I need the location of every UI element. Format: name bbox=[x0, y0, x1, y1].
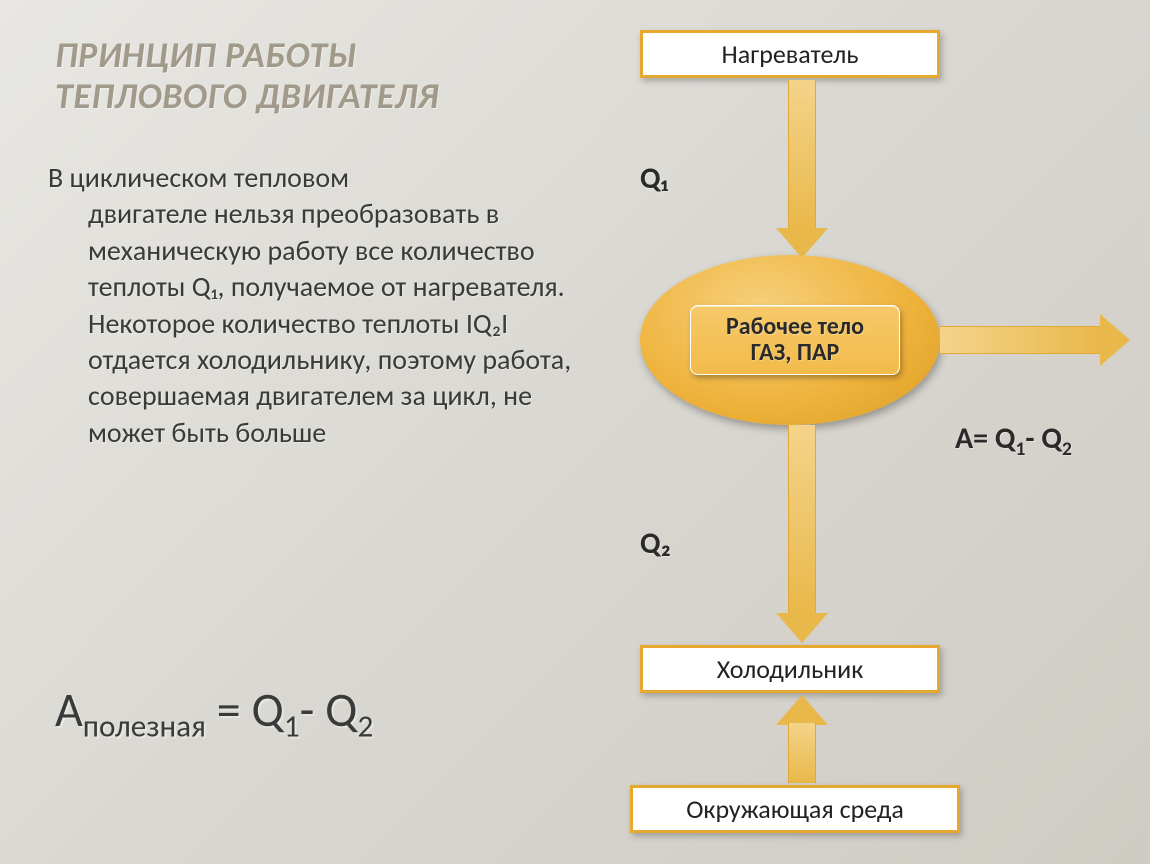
cooler-box: Холодильник bbox=[640, 645, 940, 693]
formula-eq: = Q bbox=[206, 680, 284, 739]
environment-box: Окружающая среда bbox=[630, 785, 960, 833]
formula: Aполезная = Q1- Q2 bbox=[55, 680, 373, 739]
q2-text: Q₂ bbox=[640, 525, 671, 562]
work-mid: - Q bbox=[1025, 420, 1062, 457]
arrow-work bbox=[940, 314, 1135, 366]
para-rest: двигателе нельзя преобразовать в механич… bbox=[48, 196, 578, 451]
arrow-q1 bbox=[776, 80, 828, 258]
arrow-env bbox=[776, 695, 828, 783]
q1-label: Q₁ bbox=[640, 160, 668, 197]
q2-label: Q₂ bbox=[640, 525, 671, 562]
work-s2: 2 bbox=[1062, 437, 1072, 461]
title-line2: ТЕПЛОВОГО ДВИГАТЕЛЯ bbox=[55, 74, 439, 118]
title-line1: ПРИНЦИП РАБОТЫ bbox=[55, 33, 357, 77]
heater-box: Нагреватель bbox=[640, 30, 940, 78]
arrow-q2 bbox=[776, 425, 828, 643]
q1-text: Q₁ bbox=[640, 160, 668, 197]
working-line1: Рабочее тело bbox=[726, 314, 864, 340]
work-formula: A= Q1- Q2 bbox=[955, 420, 1072, 457]
formula-s2: 2 bbox=[357, 708, 373, 746]
work-prefix: A= Q bbox=[955, 420, 1015, 457]
formula-s1: 1 bbox=[284, 708, 300, 746]
heat-engine-diagram: Нагреватель Q₁ Рабочее тело ГАЗ, ПАР A= … bbox=[600, 30, 1140, 850]
cooler-label: Холодильник bbox=[717, 653, 864, 685]
env-label: Окружающая среда bbox=[686, 793, 904, 825]
formula-sub: полезная bbox=[83, 708, 206, 746]
body-paragraph: В циклическом тепловом двигателе нельзя … bbox=[48, 160, 578, 451]
work-s1: 1 bbox=[1015, 437, 1025, 461]
formula-minus: - Q bbox=[300, 680, 358, 739]
slide-title: ПРИНЦИП РАБОТЫ ТЕПЛОВОГО ДВИГАТЕЛЯ bbox=[55, 35, 439, 118]
para-lead: В циклическом тепловом bbox=[48, 160, 349, 195]
formula-A: A bbox=[55, 680, 83, 739]
working-line2: ГАЗ, ПАР bbox=[751, 340, 840, 366]
heater-label: Нагреватель bbox=[722, 38, 859, 70]
working-body-box: Рабочее тело ГАЗ, ПАР bbox=[690, 305, 900, 375]
